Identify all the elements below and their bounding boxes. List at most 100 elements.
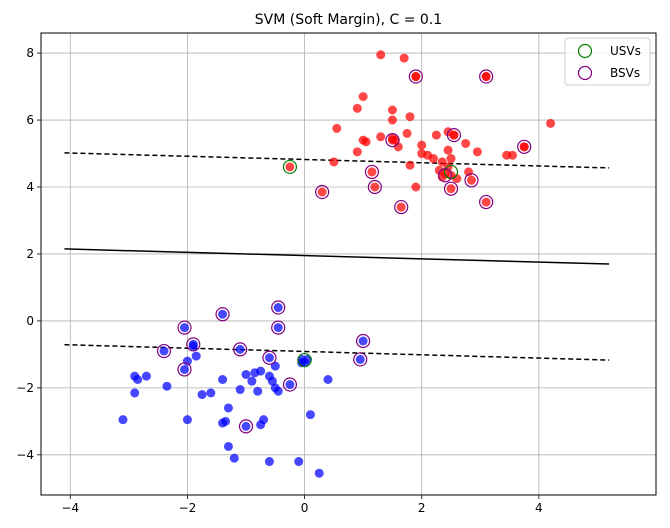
positive-class-point — [376, 132, 386, 142]
positive-class-point — [446, 154, 456, 164]
positive-class-point — [376, 50, 386, 60]
positive-class-point — [481, 197, 491, 207]
positive-class-point — [417, 140, 427, 150]
negative-class-point — [159, 346, 169, 356]
data-points — [118, 50, 556, 478]
legend-usv-label: USVs — [610, 44, 641, 58]
negative-class-point — [270, 361, 280, 371]
positive-class-point — [481, 72, 491, 82]
y-tick-label: 6 — [26, 113, 34, 127]
positive-class-point — [546, 118, 556, 128]
x-tick-label: 0 — [301, 501, 309, 515]
negative-class-point — [259, 415, 269, 425]
positive-class-point — [387, 115, 397, 125]
bsv-ring — [446, 128, 462, 143]
bsv-ring — [282, 377, 298, 392]
positive-class-point — [519, 142, 529, 152]
bsv-ring — [364, 164, 380, 180]
plot-frame — [40, 32, 657, 496]
positive-class-point — [317, 187, 327, 197]
bsv-ring — [385, 133, 400, 148]
y-tick-label: 8 — [26, 46, 34, 60]
positive-class-point — [367, 167, 377, 177]
support-vector-rings — [156, 69, 532, 434]
positive-class-point — [332, 123, 342, 133]
bsv-ring — [315, 184, 330, 200]
bsv-ring — [394, 199, 409, 215]
bsv-ring — [479, 194, 494, 210]
negative-class-point — [118, 415, 128, 425]
negative-class-point — [273, 386, 283, 396]
negative-class-point — [294, 457, 304, 467]
y-tick-label: −2 — [16, 381, 34, 395]
usv-ring — [297, 352, 312, 368]
positive-class-point — [285, 162, 295, 172]
negative-class-point — [130, 388, 140, 398]
negative-class-point — [241, 369, 251, 379]
decision-boundary-line — [64, 248, 610, 265]
negative-class-point — [323, 375, 333, 384]
bsv-ring — [356, 333, 371, 349]
negative-class-point — [235, 344, 245, 354]
negative-class-point — [223, 441, 233, 451]
bsv-ring — [408, 69, 423, 84]
positive-class-point — [467, 175, 476, 185]
bsv-ring — [479, 69, 494, 84]
usv-ring — [282, 159, 298, 175]
negative-class-point — [273, 323, 283, 333]
positive-class-point — [431, 130, 441, 140]
negative-class-point — [247, 376, 257, 386]
negative-class-point — [180, 364, 189, 374]
positive-class-point — [358, 92, 368, 102]
positive-class-point — [399, 53, 409, 63]
bsv-ring — [186, 337, 201, 352]
bsv-ring — [215, 307, 230, 322]
bsv-ring — [271, 320, 286, 335]
negative-class-point — [180, 323, 189, 333]
negative-class-point — [191, 351, 201, 361]
negative-class-point — [197, 390, 207, 400]
negative-class-point — [285, 380, 295, 390]
positive-class-point — [387, 135, 397, 145]
legend-usv-marker — [577, 43, 593, 59]
negative-class-point — [162, 381, 172, 391]
positive-class-point — [405, 160, 415, 170]
bsv-ring — [517, 139, 532, 154]
positive-class-point — [361, 137, 371, 147]
lower-margin-line — [64, 343, 610, 361]
bsv-ring — [464, 173, 479, 188]
bsv-ring — [443, 181, 459, 196]
legend-bsv-label: BSVs — [610, 66, 640, 80]
positive-class-point — [472, 147, 482, 157]
negative-class-point — [141, 371, 151, 381]
x-tick-label: 2 — [418, 501, 426, 515]
y-axis-ticks: −4 −2 0 2 4 6 8 — [16, 46, 41, 462]
legend: USVs BSVs — [564, 37, 651, 86]
negative-class-point — [218, 309, 228, 319]
x-tick-label: −2 — [179, 501, 197, 515]
legend-box — [564, 37, 651, 86]
bsv-ring — [271, 300, 286, 315]
positive-class-point — [370, 182, 380, 192]
positive-class-point — [402, 128, 412, 138]
positive-class-point — [449, 130, 459, 140]
negative-class-point — [229, 453, 239, 463]
negative-class-point — [256, 366, 266, 376]
negative-class-point — [358, 336, 368, 346]
positive-class-point — [461, 138, 471, 148]
bsv-ring — [156, 343, 172, 359]
x-tick-label: −4 — [61, 501, 79, 515]
negative-class-point — [314, 468, 324, 478]
legend-bsv-marker — [577, 65, 593, 81]
negative-class-point — [130, 371, 140, 381]
grid — [41, 33, 656, 495]
positive-class-point — [423, 150, 433, 160]
y-tick-label: 4 — [26, 180, 34, 194]
positive-class-point — [443, 145, 453, 155]
x-tick-label: 4 — [535, 501, 543, 515]
negative-class-point — [264, 353, 274, 363]
negative-class-point — [223, 403, 233, 413]
negative-class-point — [297, 358, 307, 368]
negative-class-point — [264, 457, 274, 467]
